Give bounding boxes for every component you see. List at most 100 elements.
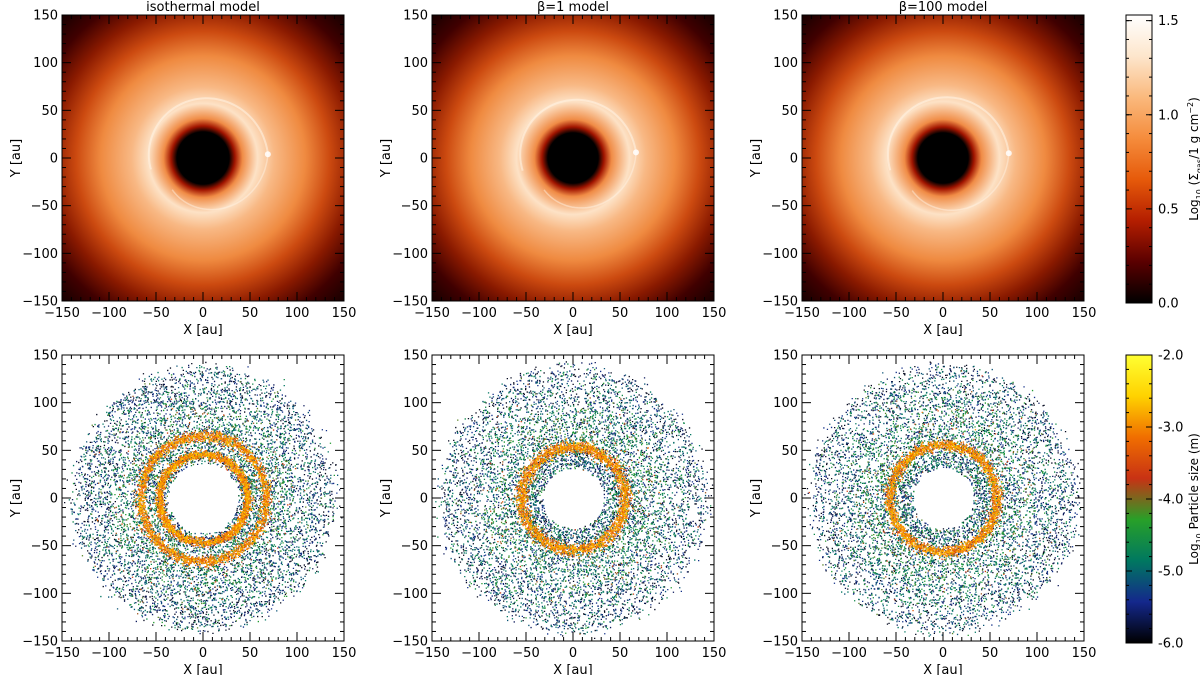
panel-title: isothermal model xyxy=(146,0,260,15)
particle-size-bin xyxy=(820,366,1078,636)
spiral-wake xyxy=(887,96,1010,171)
y-tick-label: 0 xyxy=(420,152,428,167)
y-tick-label: 0 xyxy=(50,492,58,507)
y-tick-label: 50 xyxy=(41,444,58,459)
x-tick-label: 100 xyxy=(285,646,310,661)
planet-marker xyxy=(264,151,271,158)
inner-cavity xyxy=(547,132,599,184)
y-tick-label: 50 xyxy=(411,444,428,459)
y-axis-label: Y [au] xyxy=(379,479,394,518)
colorbar-label: Log10 Particle size (m) xyxy=(1187,433,1200,565)
y-tick-label: 0 xyxy=(790,152,798,167)
particle-size-bin xyxy=(821,383,1066,635)
gas-density-map xyxy=(432,15,714,301)
y-tick-label: 150 xyxy=(403,349,428,364)
dust-particles xyxy=(804,361,1084,637)
particle-size-bin xyxy=(441,361,714,639)
y-tick-label: −100 xyxy=(762,587,798,602)
gas-density-map xyxy=(802,15,1084,301)
particle-size-bin xyxy=(437,362,712,636)
y-tick-label: −50 xyxy=(771,199,798,214)
x-tick-label: −50 xyxy=(142,306,169,321)
y-tick-label: 0 xyxy=(50,152,58,167)
x-tick-label: −50 xyxy=(882,306,909,321)
colorbar-tick-label: 0.5 xyxy=(1158,202,1179,217)
y-tick-label: 100 xyxy=(773,56,798,71)
colorbar-tick-label: -6.0 xyxy=(1158,637,1183,652)
y-tick-label: −100 xyxy=(392,247,428,262)
x-axis-label: X [au] xyxy=(183,323,222,338)
x-tick-label: 50 xyxy=(242,306,259,321)
x-tick-label: 0 xyxy=(569,646,577,661)
particle-size-bin xyxy=(72,366,338,632)
x-axis-label: X [au] xyxy=(183,663,222,675)
inner-cavity xyxy=(917,132,969,184)
y-tick-label: 50 xyxy=(781,444,798,459)
y-tick-label: 150 xyxy=(773,349,798,364)
colorbar-tick-label: -2.0 xyxy=(1158,349,1183,364)
particle-size-bin xyxy=(812,368,1081,634)
panel-title: β=100 model xyxy=(899,0,988,15)
colorbar-label: Log10 (Σgas/1 g cm−2) xyxy=(1186,97,1200,221)
y-tick-label: −100 xyxy=(22,247,58,262)
x-tick-label: −50 xyxy=(512,646,539,661)
x-tick-label: −100 xyxy=(831,306,867,321)
y-tick-label: −50 xyxy=(31,199,58,214)
x-tick-label: −150 xyxy=(414,646,450,661)
x-tick-label: 150 xyxy=(1072,306,1097,321)
y-tick-label: 100 xyxy=(403,396,428,411)
gas-panel-2: −150 −100 −50 0 50 100 150 −150 −100 −50 0 50 100 150… xyxy=(379,0,726,338)
particle-size-bin xyxy=(882,429,1011,560)
y-tick-label: −50 xyxy=(401,199,428,214)
x-tick-label: −100 xyxy=(91,646,127,661)
x-tick-label: 0 xyxy=(569,306,577,321)
particle-size-bin xyxy=(804,361,1084,635)
dust-panel-4: −150 −100 −50 0 50 100 150 −150 −100 −50 0 50 100 150… xyxy=(9,349,357,679)
y-axis-label: Y [au] xyxy=(749,139,764,178)
colorbar-tick-label: 1.5 xyxy=(1158,14,1179,29)
dust-particles xyxy=(64,361,343,635)
x-tick-label: 150 xyxy=(332,646,357,661)
gas-panel-1: −150 −100 −50 0 50 100 150 −150 −100 −50 0 50 100 150… xyxy=(9,0,356,338)
y-tick-label: 100 xyxy=(773,396,798,411)
y-tick-label: 150 xyxy=(33,349,58,364)
gas-panel-3: −150 −100 −50 0 50 100 150 −150 −100 −50 0 50 100 150… xyxy=(749,0,1096,338)
planet-marker xyxy=(632,149,639,156)
x-tick-label: −50 xyxy=(882,646,909,661)
y-tick-label: −150 xyxy=(762,635,798,650)
x-tick-label: 50 xyxy=(982,306,999,321)
x-tick-label: −50 xyxy=(512,306,539,321)
inner-spiral-wake xyxy=(171,154,269,211)
x-tick-label: 150 xyxy=(702,306,727,321)
colorbar-tick-label: -3.0 xyxy=(1158,421,1183,436)
x-tick-label: 50 xyxy=(242,646,259,661)
particle-size-bin xyxy=(884,411,1005,558)
x-tick-label: 0 xyxy=(199,646,207,661)
inner-spiral-wake xyxy=(911,153,1010,211)
y-tick-label: −150 xyxy=(392,295,428,310)
x-tick-label: 100 xyxy=(1025,646,1050,661)
y-tick-label: 0 xyxy=(420,492,428,507)
x-tick-label: −100 xyxy=(461,306,497,321)
particle-size-bin xyxy=(436,362,712,629)
y-tick-label: −150 xyxy=(22,635,58,650)
planet-marker xyxy=(1005,150,1012,157)
colorbar-tick-label: -4.0 xyxy=(1158,493,1183,508)
particle-size-bin xyxy=(513,439,660,559)
colorbar-2: -6.0 -5.0 -4.0 -3.0 -2.0 Log10 Particle size … xyxy=(1125,349,1200,652)
x-axis-label: X [au] xyxy=(553,323,592,338)
y-tick-label: −50 xyxy=(31,539,58,554)
x-axis-label: X [au] xyxy=(923,323,962,338)
x-tick-label: 0 xyxy=(939,646,947,661)
x-axis-label: X [au] xyxy=(553,663,592,675)
y-tick-label: −100 xyxy=(22,587,58,602)
y-axis-label: Y [au] xyxy=(9,139,24,178)
gas-density-map xyxy=(62,15,344,301)
x-tick-label: −150 xyxy=(414,306,450,321)
particle-size-bin xyxy=(72,371,336,627)
dust-particles xyxy=(435,361,714,639)
x-tick-label: 50 xyxy=(612,646,629,661)
y-tick-label: 150 xyxy=(403,9,428,24)
x-tick-label: 100 xyxy=(285,306,310,321)
